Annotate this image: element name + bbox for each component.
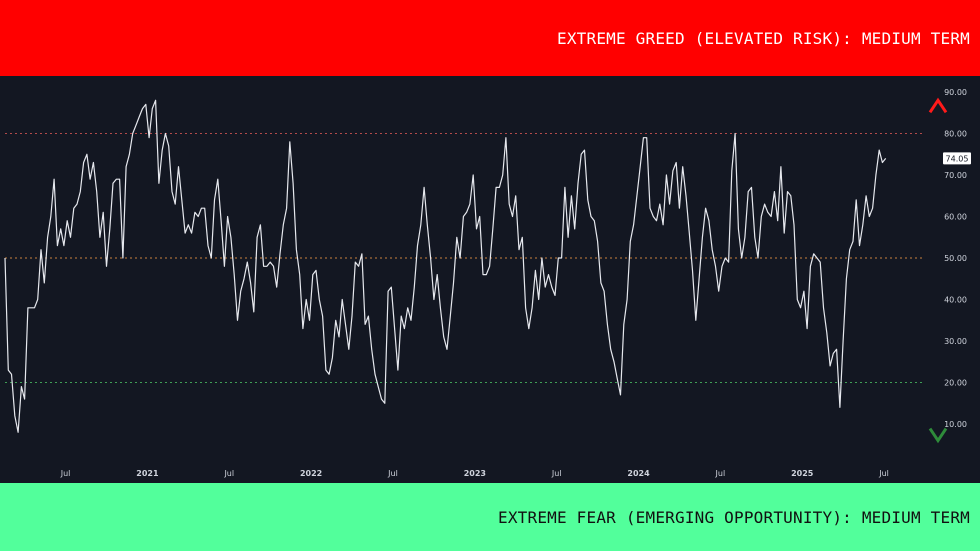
y-tick-label: 60.00 — [944, 213, 967, 222]
x-tick-label: Jul — [60, 469, 71, 478]
x-tick-label: Jul — [223, 469, 234, 478]
series-line — [4, 99, 887, 433]
top-banner: EXTREME GREED (ELEVATED RISK): MEDIUM TE… — [0, 0, 980, 76]
x-tick-label: Jul — [715, 469, 726, 478]
x-tick-label: Jul — [387, 469, 398, 478]
top-banner-label: EXTREME GREED (ELEVATED RISK): MEDIUM TE… — [557, 28, 970, 48]
y-tick-label: 50.00 — [944, 254, 967, 263]
bottom-banner: EXTREME FEAR (EMERGING OPPORTUNITY): MED… — [0, 483, 980, 551]
x-tick-label: Jul — [551, 469, 562, 478]
x-tick-label: 2022 — [300, 469, 322, 478]
x-tick-label: 2024 — [627, 469, 650, 478]
x-axis-ticks: Jul 2021 Jul 2022 Jul 2023 Jul 2024 Jul 2025 Jul — [60, 469, 889, 478]
chart-area: 10.00 20.00 30.00 40.00 50.00 60.00 70.00 80.00… — [0, 76, 980, 483]
arrow-head-down — [928, 427, 948, 444]
y-tick-label: 10.00 — [944, 420, 967, 429]
y-tick-label: 40.00 — [944, 296, 967, 305]
x-tick-label: 2023 — [464, 469, 486, 478]
risk-arrow — [928, 97, 948, 444]
last-value-box — [943, 152, 971, 165]
line-chart: 10.00 20.00 30.00 40.00 50.00 60.00 70.00 80.00… — [4, 88, 971, 478]
x-tick-label: 2025 — [791, 469, 814, 478]
last-value-label: 74.05 — [946, 154, 969, 163]
last-value-label-group: 74.05 — [943, 152, 971, 165]
series-group — [4, 99, 887, 433]
y-tick-label: 80.00 — [944, 130, 967, 139]
arrow-head-up — [928, 97, 948, 114]
reference-lines — [5, 133, 925, 383]
y-tick-label: 30.00 — [944, 337, 967, 346]
x-tick-label: Jul — [878, 469, 889, 478]
y-tick-label: 20.00 — [944, 379, 967, 388]
y-axis-ticks: 10.00 20.00 30.00 40.00 50.00 60.00 70.00 80.00… — [944, 88, 967, 429]
y-tick-label: 90.00 — [944, 88, 967, 97]
y-tick-label: 70.00 — [944, 171, 967, 180]
x-tick-label: 2021 — [136, 469, 159, 478]
bottom-banner-label: EXTREME FEAR (EMERGING OPPORTUNITY): MED… — [498, 507, 970, 527]
